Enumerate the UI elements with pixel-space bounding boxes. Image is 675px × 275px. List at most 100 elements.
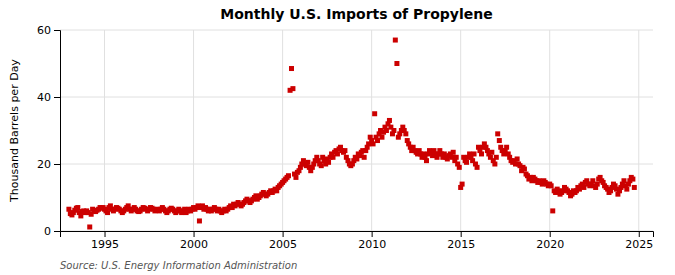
tick: 60: [37, 24, 60, 37]
tick-mark: [550, 231, 551, 237]
tick: 40: [37, 91, 60, 104]
grid-line-y: [60, 97, 653, 98]
point: [624, 187, 629, 192]
tick-label: 60: [37, 24, 51, 37]
tick-label: 2005: [269, 238, 297, 251]
tick-mark: [194, 231, 195, 237]
tick-mark: [105, 231, 106, 237]
tick: 2000: [180, 231, 208, 251]
tick: 20: [37, 158, 60, 171]
point: [105, 210, 110, 215]
y-axis-label: Thousand Barrels per Day: [8, 59, 21, 203]
point: [472, 151, 477, 156]
point: [335, 151, 340, 156]
tick-mark: [461, 231, 462, 237]
axis-line: [54, 31, 61, 232]
point: [454, 155, 459, 160]
grid-line-y: [60, 30, 653, 31]
point: [362, 155, 367, 160]
point: [371, 141, 376, 146]
point: [289, 66, 294, 71]
point: [326, 160, 331, 165]
point: [391, 128, 396, 133]
point: [621, 178, 626, 183]
tick-label: 2010: [358, 238, 386, 251]
grid-line-x: [282, 30, 283, 231]
point: [305, 160, 310, 165]
point: [342, 148, 347, 153]
point: [394, 61, 399, 66]
tick-mark: [54, 164, 60, 165]
tick: 2005: [269, 231, 297, 251]
point: [504, 145, 509, 150]
tick: 0: [44, 225, 60, 238]
point: [66, 207, 71, 212]
point: [549, 183, 554, 188]
point: [630, 177, 635, 182]
point: [590, 178, 595, 183]
grid-line-x: [460, 30, 461, 231]
point: [475, 165, 480, 170]
point: [595, 182, 600, 187]
tick-label: 2015: [447, 238, 475, 251]
point: [632, 185, 637, 190]
point: [387, 118, 392, 123]
point: [581, 185, 586, 190]
annotation: Source: U.S. Energy Information Administ…: [60, 260, 297, 271]
point: [550, 208, 555, 213]
point: [492, 162, 497, 167]
tick: 1995: [91, 231, 119, 251]
point: [497, 138, 502, 143]
point: [379, 135, 384, 140]
tick-label: 20: [37, 158, 51, 171]
tick: 2010: [358, 231, 386, 251]
tick-label: 40: [37, 91, 51, 104]
tick-label: 2000: [180, 238, 208, 251]
tick-mark: [372, 231, 373, 237]
grid-line-x: [193, 30, 194, 231]
tick-label: 0: [44, 225, 51, 238]
point: [451, 150, 456, 155]
point: [489, 150, 494, 155]
point: [293, 175, 298, 180]
point: [457, 165, 462, 170]
point: [290, 86, 295, 91]
grid: [60, 30, 653, 231]
point: [515, 156, 520, 161]
point: [460, 182, 465, 187]
tick-mark: [283, 231, 284, 237]
chart-container: 1995 2000 2005 2010 2015 2020 2025 0 20 40 60 Month…: [0, 0, 675, 275]
point: [75, 205, 80, 210]
chart: 1995 2000 2005 2010 2015 2020 2025 0 20 40 60 Month…: [0, 0, 675, 275]
axis-line: [61, 232, 654, 238]
point: [319, 163, 324, 168]
tick-label: 1995: [91, 238, 119, 251]
tick-mark: [639, 231, 640, 237]
grid-line-x: [371, 30, 372, 231]
point: [197, 218, 202, 223]
point: [78, 213, 83, 218]
point: [424, 158, 429, 163]
grid-line-y: [60, 164, 653, 165]
x-axis: 1995 2000 2005 2010 2015 2020 2025: [61, 231, 654, 251]
tick-label: 2025: [625, 238, 653, 251]
point: [479, 151, 484, 156]
point: [384, 128, 389, 133]
tick-mark: [54, 97, 60, 98]
point: [522, 167, 527, 172]
title: Monthly U.S. Imports of Propylene: [220, 6, 492, 22]
point: [494, 155, 499, 160]
grid-line-x: [549, 30, 550, 231]
point: [375, 138, 380, 143]
tick: 2020: [536, 231, 564, 251]
point: [495, 131, 500, 136]
point: [403, 131, 408, 136]
grid-line-x: [638, 30, 639, 231]
point: [393, 38, 398, 43]
tick-mark: [54, 30, 60, 31]
points: [66, 38, 636, 230]
tick-label: 2020: [536, 238, 564, 251]
grid-line-x: [104, 30, 105, 231]
point: [330, 155, 335, 160]
point: [87, 224, 92, 229]
